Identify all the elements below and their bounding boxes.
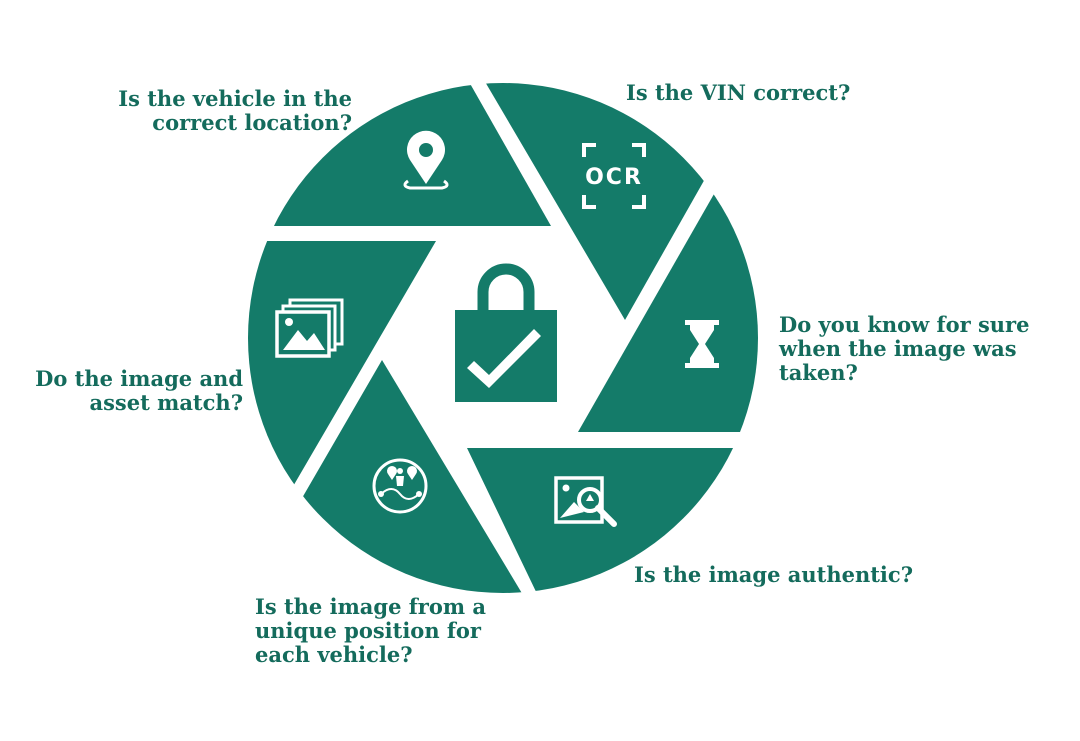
ocr-text: OCR [585,165,643,190]
hourglass-icon [685,320,719,368]
label-vehicle-location: Is the vehicle in the correct location? [118,86,352,135]
image-search-icon [554,476,617,527]
label-image-authentic: Is the image authentic? [634,562,913,587]
image-gallery-icon [275,298,344,358]
blade-time [578,180,758,432]
ocr-scan-icon: OCR [582,143,646,209]
label-image-asset-match: Do the image and asset match? [35,366,243,415]
label-vin-correct: Is the VIN correct? [626,80,851,105]
label-unique-position: Is the image from a unique position for … [255,594,486,667]
label-image-time: Do you know for sure when the image was … [779,312,1030,385]
location-pin-icon [403,130,449,190]
padlock-check-icon [455,263,557,402]
position-map-icon [372,458,428,514]
